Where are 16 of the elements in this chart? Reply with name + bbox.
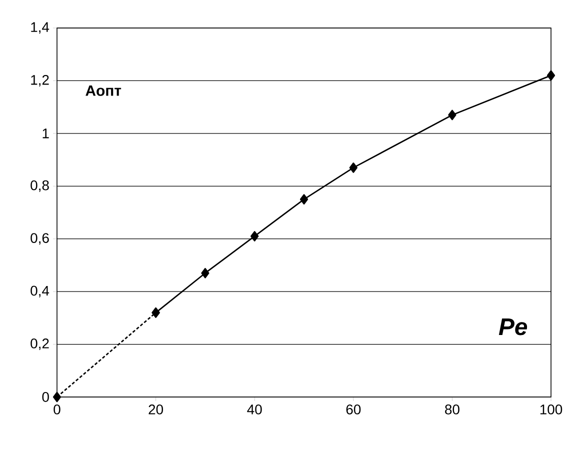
x-tick-label: 40 xyxy=(247,404,262,414)
x-tick-label: 60 xyxy=(346,404,361,414)
y-tick-label: 0 xyxy=(42,392,49,402)
y-tick-label: 0,2 xyxy=(30,338,49,350)
y-tick-label: 1 xyxy=(42,128,49,138)
y-axis-title: Аопт xyxy=(86,86,122,96)
x-tick-label: 80 xyxy=(445,404,460,414)
x-axis-title: Pe xyxy=(498,318,528,336)
x-tick-label: 100 xyxy=(540,404,562,414)
y-tick-label: 1,2 xyxy=(31,74,49,86)
y-tick-label: 0,6 xyxy=(30,233,49,245)
y-tick-label: 1,4 xyxy=(31,22,50,34)
x-tick-label: 20 xyxy=(148,404,164,414)
y-tick-label: 0,8 xyxy=(30,180,49,192)
x-tick-label: 0 xyxy=(54,404,60,414)
y-tick-label: 0,4 xyxy=(30,286,50,298)
